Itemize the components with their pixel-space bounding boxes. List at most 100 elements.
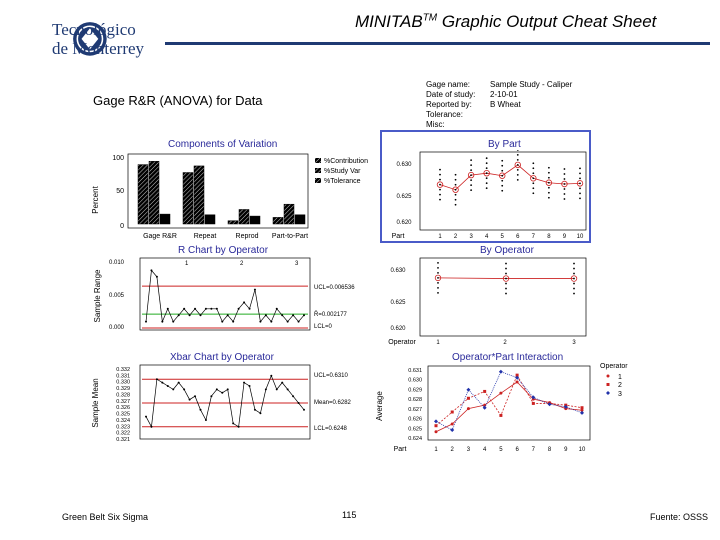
data-point: [450, 428, 455, 432]
data-point: [515, 380, 519, 384]
y-tick-label: 0.630: [390, 268, 406, 274]
data-point: [454, 198, 457, 201]
data-point: [485, 182, 488, 185]
bar: [137, 164, 149, 225]
data-point: [579, 167, 581, 170]
info-values: Sample Study - Caliper 2-10-01 B Wheat: [490, 80, 572, 110]
data-point: [499, 391, 503, 395]
data-point: [434, 424, 438, 428]
mean-marker: [436, 181, 444, 188]
data-point: [259, 320, 262, 323]
x-tick-label: 6: [516, 234, 520, 240]
y-tick-label: 0.331: [116, 373, 130, 379]
x-tick-label: 9: [563, 234, 567, 240]
series-line: [435, 371, 583, 431]
data-point: [573, 287, 575, 290]
r-center-label: R̄=0.002177: [314, 311, 348, 318]
data-point: [505, 282, 507, 285]
data-point: [194, 395, 197, 398]
y-tick-label: 0.323: [116, 424, 130, 430]
data-point: [573, 262, 575, 265]
data-point: [177, 381, 180, 384]
series-line: [145, 269, 305, 323]
data-point: [204, 307, 207, 310]
mean-marker: [545, 179, 553, 186]
mean-marker: [483, 169, 490, 177]
x-tick-label: 10: [579, 447, 586, 453]
footer-left: Green Belt Six Sigma: [62, 512, 149, 522]
data-point: [232, 422, 235, 425]
info-label: Misc:: [426, 120, 445, 129]
x-tick-label: 6: [515, 447, 519, 453]
interaction-y-ticks: 0.631 0.630 0.629 0.628 0.627 0.626 0.625 0.624: [408, 368, 422, 442]
page-title: MINITABTM Graphic Output Cheat Sheet: [355, 12, 656, 32]
by-part-xlabel: Part: [392, 233, 405, 240]
data-point: [580, 406, 584, 410]
data-point: [270, 320, 273, 323]
data-point: [439, 178, 441, 181]
data-point: [454, 178, 457, 181]
data-point: [259, 412, 262, 415]
data-point: [485, 167, 488, 170]
data-point: [454, 188, 457, 191]
data-point: [275, 307, 278, 310]
bar: [283, 203, 295, 225]
by-part-frame: [419, 151, 587, 231]
mean-marker: [576, 180, 584, 187]
data-point: [501, 184, 504, 187]
y-tick-label: 0.625: [396, 194, 412, 200]
bar: [294, 214, 306, 225]
data-point: [505, 267, 507, 270]
mean-marker: [530, 175, 537, 182]
data-point: [470, 174, 473, 176]
data-point: [199, 314, 202, 317]
interaction-chart: Average 0.6310.6300.6290.6280.6270.6260.…: [375, 363, 628, 453]
data-point: [505, 277, 507, 280]
xbar-chart-frame: [139, 364, 311, 440]
data-point: [498, 369, 503, 374]
logo-wordmark: Tecnológico de Monterrey: [52, 20, 144, 58]
mean-line: [439, 164, 581, 191]
data-point: [215, 388, 218, 391]
y-tick-label: 0.328: [116, 392, 130, 398]
mean-marker: [514, 161, 521, 169]
info-value: B Wheat: [490, 100, 521, 109]
x-tick-label: Repeat: [194, 233, 217, 240]
y-tick-label: 100: [112, 155, 124, 162]
data-point: [439, 173, 441, 176]
data-point: [499, 413, 503, 417]
data-point: [532, 162, 535, 165]
components-frame: [127, 153, 309, 229]
data-point: [450, 410, 454, 414]
data-point: [297, 320, 300, 323]
data-point: [485, 177, 488, 180]
data-point: [166, 385, 169, 387]
legend-swatch: [315, 158, 321, 163]
y-tick-label: 0.620: [390, 326, 406, 332]
legend-entry: %Tolerance: [324, 178, 361, 185]
x-tick-label: 3: [469, 234, 473, 240]
data-point: [466, 387, 471, 392]
title-rule: [165, 42, 710, 45]
by-part-chart: 0.630 0.625 0.620 1 2 3 4 5 6 7 8 9 10 Part: [392, 150, 587, 240]
data-point: [177, 314, 180, 317]
data-point: [439, 168, 441, 171]
y-tick-label: 0.332: [116, 367, 130, 373]
x-tick-label: Gage R&R: [143, 233, 177, 240]
data-point: [150, 425, 153, 428]
bar: [227, 220, 239, 225]
y-tick-label: 0.631: [408, 368, 422, 374]
data-point: [292, 314, 295, 317]
y-tick-label: 0.627: [408, 407, 422, 413]
data-point: [516, 174, 519, 176]
data-point: [221, 391, 224, 394]
info-value: Sample Study - Caliper: [490, 80, 573, 89]
xbar-ucl-label: UCL=0.6310: [314, 373, 349, 379]
xbar-y-ticks: 0.3320.3310.3300.3290.3280.3270.3260.325…: [116, 367, 130, 443]
x-tick-label: Part-to-Part: [272, 233, 308, 240]
legend-swatch: [315, 168, 321, 173]
data-point: [563, 193, 566, 195]
data-point: [563, 168, 566, 170]
x-tick-label: 8: [547, 234, 551, 240]
data-point: [516, 169, 519, 171]
